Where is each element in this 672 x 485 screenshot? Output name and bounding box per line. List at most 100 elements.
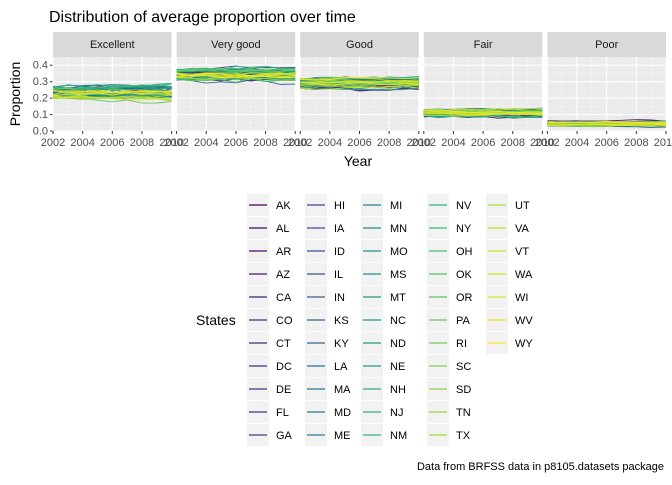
x-tick-label: 2006 [347, 137, 371, 149]
legend-label: LA [334, 361, 348, 373]
legend-label: NE [390, 361, 405, 373]
legend-label: TN [456, 407, 471, 419]
x-tick-label: 2004 [441, 137, 465, 149]
series-line-wy [52, 91, 172, 97]
series-line-ca [300, 86, 419, 92]
x-tick-label: 2006 [224, 137, 248, 149]
legend-item: SC [427, 355, 471, 377]
x-tick-label: 2008 [253, 137, 277, 149]
legend-label: OH [456, 246, 473, 258]
y-tick-label: 0.2 [33, 93, 48, 105]
x-tick-label: 2008 [130, 137, 154, 149]
legend-label: NV [456, 200, 472, 212]
legend-item: MT [361, 286, 406, 308]
legend-item: NV [427, 194, 472, 216]
legend-label: NJ [390, 407, 403, 419]
legend-label: AK [276, 200, 291, 212]
series-line-nv [423, 113, 543, 119]
legend-label: UT [515, 200, 530, 212]
x-tick-label: 2002 [41, 137, 65, 149]
legend-label: WV [515, 315, 533, 327]
legend-item: NE [361, 355, 405, 377]
legend-item: CT [247, 332, 291, 354]
legend-label: ND [390, 338, 406, 350]
facet-panel: Very good 2002 2004 2006 2008 2010 [164, 32, 307, 149]
legend-item: UT [486, 194, 530, 216]
facet-strip-label: Very good [211, 39, 261, 51]
x-tick-label: 2008 [501, 137, 525, 149]
y-tick-label: 0.3 [33, 76, 48, 88]
legend-item: PA [427, 309, 471, 331]
chart-title: Distribution of average proportion over … [49, 9, 356, 26]
x-tick-label: 2004 [565, 137, 589, 149]
facet-panels: 0.0 0.1 0.2 0.3 0.4 Excellent 2002 2004 2006 2008… [33, 32, 672, 149]
legend-label: NC [390, 315, 406, 327]
legend-label: KS [334, 315, 349, 327]
legend-label: AL [276, 223, 289, 235]
series-line-sd [300, 83, 419, 88]
legend-item: IA [305, 217, 345, 239]
legend-item: WY [486, 332, 533, 354]
legend-item: ND [361, 332, 406, 354]
series-line-pa [176, 68, 296, 73]
series-line-wi [300, 80, 419, 84]
legend-label: NY [456, 223, 472, 235]
legend-item: RI [427, 332, 467, 354]
y-tick-label: 0.0 [33, 126, 48, 138]
legend-item: MI [361, 194, 402, 216]
series-line-oh [52, 83, 172, 90]
legend-item: KY [305, 332, 349, 354]
legend-item: SD [427, 378, 471, 400]
legend-label: NM [390, 430, 407, 442]
legend-item: IL [305, 263, 343, 285]
legend-label: VA [515, 223, 530, 235]
legend-title: States [196, 312, 236, 328]
legend-item: WI [486, 286, 528, 308]
x-tick-label: 2010 [530, 137, 554, 149]
y-axis-label: Proportion [7, 62, 23, 127]
legend-item: NY [427, 217, 472, 239]
legend-item: ME [305, 424, 351, 446]
x-tick-label: 2010 [159, 137, 183, 149]
legend-label: GA [276, 430, 293, 442]
x-tick-label: 2002 [164, 137, 188, 149]
series-line-vt [300, 80, 419, 84]
legend-label: CA [276, 292, 292, 304]
facet-strip [53, 32, 172, 57]
x-tick-label: 2002 [288, 137, 312, 149]
series-line-va [52, 96, 172, 102]
series-line-ri [176, 68, 296, 73]
facet-strip-label: Fair [474, 39, 493, 51]
series-line-ne [52, 84, 172, 90]
legend-item: WV [486, 309, 533, 331]
x-axis-label: Year [344, 153, 373, 169]
series-line-wa [300, 85, 419, 90]
series-group [176, 65, 296, 85]
facet-panel: Poor 2002 2004 2006 2008 2010 [535, 32, 672, 149]
series-group [547, 119, 667, 128]
x-tick-label: 2006 [594, 137, 618, 149]
series-group [300, 76, 419, 92]
legend-label: RI [456, 338, 467, 350]
legend-item: NC [361, 309, 406, 331]
legend-label: ID [334, 246, 345, 258]
legend-item: MD [305, 401, 351, 423]
legend-label: SD [456, 384, 471, 396]
legend-item: AZ [247, 263, 290, 285]
series-line-wy [423, 109, 543, 114]
legend-label: TX [456, 430, 471, 442]
facet-strip [547, 32, 666, 57]
legend-item: AK [247, 194, 291, 216]
legend-label: IL [334, 269, 343, 281]
series-line-wv [52, 90, 172, 95]
facet-strip-label: Good [346, 39, 373, 51]
legend-label: OK [456, 269, 473, 281]
legend-item: TX [427, 424, 471, 446]
x-tick-label: 2004 [194, 137, 218, 149]
legend: States AK AL AR AZ CA CO CT DC DE FL GA HI IA ID IL IN KS… [196, 194, 533, 446]
series-line-il [176, 78, 296, 85]
legend-label: OR [456, 292, 473, 304]
x-tick-label: 2010 [407, 137, 431, 149]
facet-strip-label: Excellent [90, 39, 135, 51]
